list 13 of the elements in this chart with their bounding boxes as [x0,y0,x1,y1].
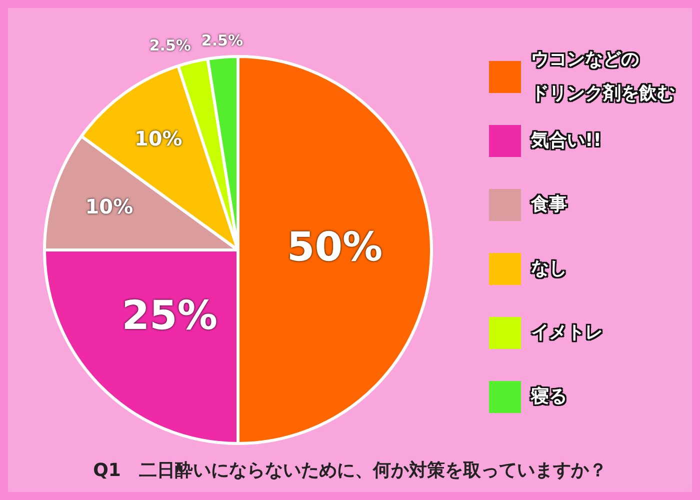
data-label: 10% [134,126,182,151]
legend-label: イメトレ [531,321,603,345]
data-label: 2.5% [201,32,243,50]
legend-label: 寝る [531,385,567,409]
text: Q1 二日酔いにならないために、何か対策を取っていますか？ [92,459,608,482]
legend-label: 食事 [531,193,567,217]
data-label: 2.5% [149,36,191,54]
category-label: ウコンなどのドリンク剤を飲む [531,49,675,104]
data-label: 50% [286,224,383,270]
legend-label: 気合い!! [531,129,602,153]
legend-label: なし [531,257,567,281]
data-label: 25% [122,292,218,339]
data-label: 10% [85,194,134,218]
